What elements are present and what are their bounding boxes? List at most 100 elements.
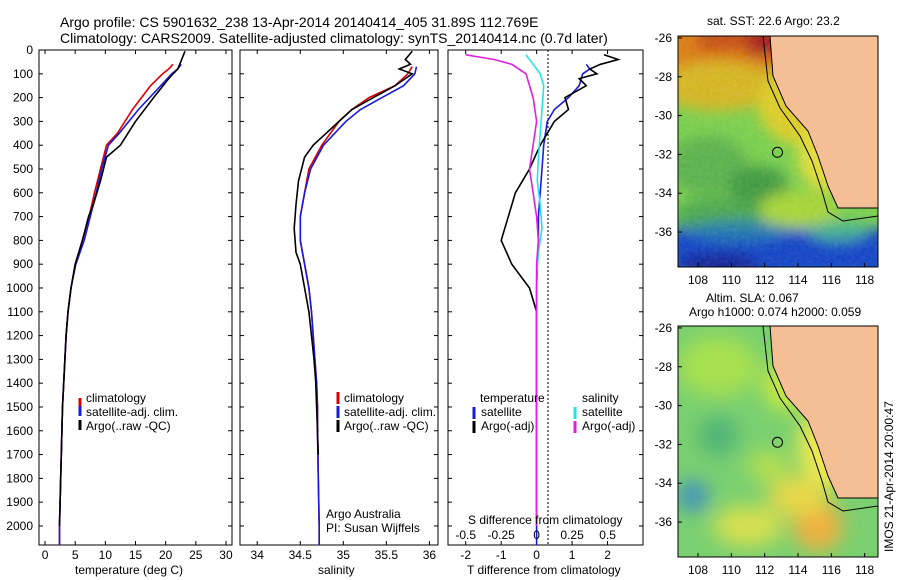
lat-tick-label: -26 bbox=[655, 31, 673, 45]
legend-s-satellite: satellite bbox=[582, 405, 623, 419]
x-tick-label: 1 bbox=[569, 548, 576, 562]
s-difference-label: S difference from climatology bbox=[468, 513, 623, 527]
legend-t-satellite: satellite bbox=[481, 405, 522, 419]
temperature-legend: climatology satellite-adj. clim. Argo(..… bbox=[78, 391, 178, 433]
lon-tick-label: 112 bbox=[755, 273, 774, 287]
lat-tick-label: -28 bbox=[655, 70, 673, 84]
s-tick-label: 0 bbox=[533, 528, 540, 542]
x-tick-label: 25 bbox=[189, 548, 203, 562]
depth-tick-label: 1100 bbox=[7, 305, 33, 319]
lat-tick-label: -28 bbox=[655, 360, 673, 374]
x-tick-label: -2 bbox=[460, 548, 471, 562]
salinity-series bbox=[293, 50, 418, 545]
series-line bbox=[525, 54, 545, 526]
lon-tick-label: 116 bbox=[822, 273, 841, 287]
lon-tick-label: 118 bbox=[855, 563, 874, 577]
legend-s-argo: Argo(-adj) bbox=[582, 419, 635, 433]
argo-location-marker bbox=[771, 436, 783, 448]
depth-tick-label: 1500 bbox=[6, 400, 33, 414]
temperature-axes-frame bbox=[38, 49, 233, 546]
salinity-x-axis: 34 34.5 35 35.5 36 bbox=[251, 50, 437, 562]
x-tick-label: 36 bbox=[423, 548, 437, 562]
lat-tick-label: -34 bbox=[655, 186, 673, 200]
sst-map: sat. SST: 22.6 Argo: 23.2 bbox=[655, 14, 879, 287]
salinity-xlabel: salinity bbox=[318, 563, 355, 577]
depth-tick-label: 400 bbox=[13, 138, 33, 152]
sla-map-x-ticks: 108 110 112 114 116 118 bbox=[688, 553, 875, 577]
series-line bbox=[58, 63, 182, 545]
legend-t-argo: Argo(-adj) bbox=[481, 419, 534, 433]
legend-argo: Argo(..raw -QC) bbox=[86, 419, 171, 433]
salinity-legend: climatology satellite-adj. clim. Argo(..… bbox=[336, 391, 436, 433]
legend-argo: Argo(..raw -QC) bbox=[344, 419, 429, 433]
series-line bbox=[465, 54, 540, 526]
lon-tick-label: 108 bbox=[688, 563, 708, 577]
x-tick-label: 35 bbox=[337, 548, 351, 562]
sst-map-x-ticks: 108 110 112 114 116 118 bbox=[688, 263, 875, 287]
s-difference-ticks: -0.5 -0.25 0 0.25 0.5 bbox=[455, 528, 616, 542]
depth-tick-label: 200 bbox=[13, 91, 33, 105]
lat-tick-label: -30 bbox=[655, 399, 673, 413]
salinity-axes-frame bbox=[239, 49, 439, 546]
depth-tick-label: 1900 bbox=[6, 495, 33, 509]
depth-tick-label: 600 bbox=[13, 186, 33, 200]
depth-tick-label: 1200 bbox=[6, 329, 33, 343]
difference-axes-frame bbox=[447, 49, 644, 546]
legend-satellite: satellite-adj. clim. bbox=[86, 405, 178, 419]
difference-x-axis: -2 -1 0 1 2 bbox=[460, 50, 611, 562]
lon-tick-label: 110 bbox=[722, 273, 741, 287]
x-tick-label: 20 bbox=[159, 548, 173, 562]
series-line bbox=[500, 54, 621, 526]
series-line bbox=[293, 50, 414, 455]
x-tick-label: 35.5 bbox=[375, 548, 399, 562]
x-tick-label: 34 bbox=[251, 548, 265, 562]
imos-timestamp: IMOS 21-Apr-2014 20:00:47 bbox=[882, 401, 896, 552]
x-tick-label: 15 bbox=[129, 548, 143, 562]
difference-series bbox=[465, 54, 621, 545]
legend-temperature-title: temperature bbox=[480, 391, 545, 405]
lon-tick-label: 114 bbox=[788, 273, 807, 287]
lon-tick-label: 116 bbox=[822, 563, 841, 577]
salinity-panel: 34 34.5 35 35.5 36 climatology satellite-adj… bbox=[239, 49, 439, 577]
lat-tick-label: -30 bbox=[655, 109, 673, 123]
depth-tick-label: 300 bbox=[13, 114, 33, 128]
lat-tick-label: -34 bbox=[655, 476, 673, 490]
lon-tick-label: 112 bbox=[755, 563, 774, 577]
depth-tick-label: 700 bbox=[13, 210, 33, 224]
lon-tick-label: 110 bbox=[722, 563, 741, 577]
temperature-panel: 0100200300400500600700800900100011001200… bbox=[6, 43, 233, 577]
x-tick-label: 0 bbox=[42, 548, 49, 562]
x-tick-label: 30 bbox=[219, 548, 233, 562]
x-tick-label: 0 bbox=[533, 548, 540, 562]
lon-tick-label: 114 bbox=[788, 563, 807, 577]
sla-map: Altim. SLA: 0.067 Argo h1000: 0.074 h200… bbox=[655, 291, 896, 577]
series-line bbox=[58, 50, 186, 527]
sst-map-title: sat. SST: 22.6 Argo: 23.2 bbox=[707, 14, 840, 28]
depth-tick-label: 100 bbox=[13, 67, 33, 81]
depth-tick-label: 0 bbox=[26, 43, 33, 57]
lat-tick-label: -32 bbox=[655, 147, 673, 161]
difference-legend: temperature satellite Argo(-adj) salinit… bbox=[472, 391, 635, 433]
lat-tick-label: -36 bbox=[655, 515, 673, 529]
lat-tick-label: -26 bbox=[655, 321, 673, 335]
temperature-series bbox=[58, 50, 186, 545]
pi-label: PI: Susan Wijffels bbox=[326, 521, 420, 535]
x-tick-label: -1 bbox=[496, 548, 507, 562]
argo-australia-label: Argo Australia bbox=[326, 507, 401, 521]
depth-tick-label: 900 bbox=[13, 257, 33, 271]
difference-panel: -2 -1 0 1 2 temperature satellite Argo(-adj)… bbox=[447, 49, 644, 577]
sst-map-canvas bbox=[678, 36, 878, 267]
sla-map-y-ticks: -26 -28 -30 -32 -34 -36 bbox=[655, 321, 682, 529]
series-line bbox=[299, 66, 413, 545]
temperature-xlabel: temperature (deg C) bbox=[75, 563, 183, 577]
salinity-y-ticks bbox=[240, 49, 438, 527]
sst-map-frame bbox=[677, 35, 879, 268]
depth-tick-label: 1700 bbox=[6, 448, 33, 462]
lon-tick-label: 108 bbox=[688, 273, 708, 287]
s-tick-label: 0.25 bbox=[560, 528, 584, 542]
sla-map-frame bbox=[677, 325, 879, 558]
argo-location-marker bbox=[771, 146, 783, 158]
depth-tick-label: 2000 bbox=[6, 519, 33, 533]
x-tick-label: 5 bbox=[72, 548, 79, 562]
